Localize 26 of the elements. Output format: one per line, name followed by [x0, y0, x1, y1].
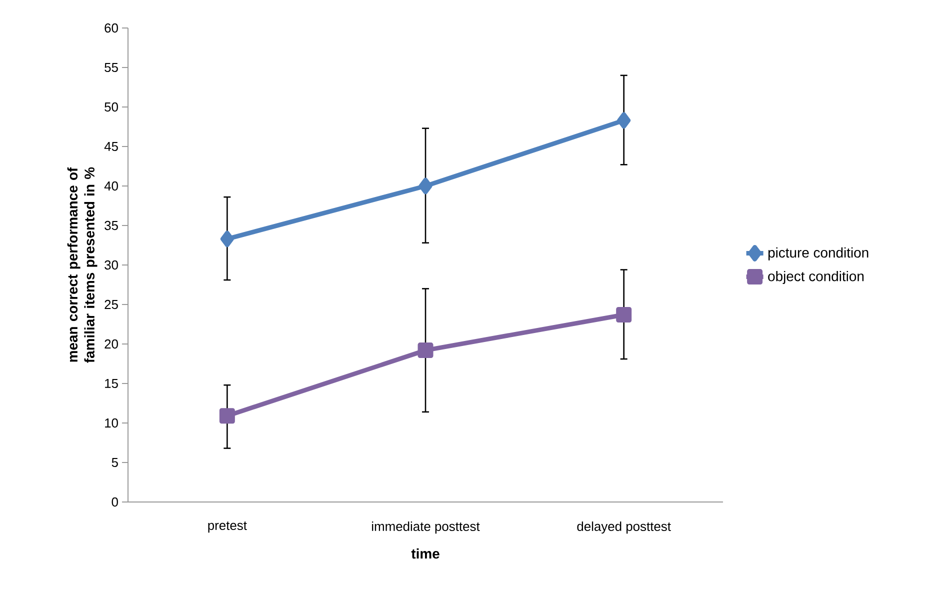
x-tick-label: delayed posttest: [577, 522, 671, 534]
legend-label: object condition: [768, 270, 864, 284]
y-tick-label: 55: [104, 62, 118, 72]
y-tick-label: 45: [104, 142, 118, 152]
x-axis-title: time: [411, 548, 440, 559]
point: [418, 342, 434, 358]
y-tick-label: 25: [104, 300, 118, 310]
y-tick-label: 20: [104, 339, 118, 349]
point: [219, 408, 235, 424]
point: [220, 230, 234, 248]
y-tick-label: 50: [104, 102, 118, 112]
y-tick-label: 40: [104, 181, 118, 191]
point: [616, 307, 632, 323]
point: [617, 112, 631, 129]
y-tick-label: 30: [104, 260, 118, 270]
y-tick-label: 15: [105, 378, 118, 388]
y-tick-label: 60: [104, 23, 118, 33]
y-tick-label: 10: [105, 418, 118, 428]
y-axis-title: mean correct performance of familiar items presented in %: [67, 167, 98, 363]
y-tick-label: 5: [112, 458, 118, 467]
y-tick-label: 0: [112, 497, 118, 507]
legend-label: picture condition: [768, 247, 868, 260]
point: [418, 178, 432, 194]
y-tick-label: 35: [104, 220, 118, 230]
x-tick-label: immediate posttest: [372, 522, 480, 534]
x-tick-label: pretest: [208, 522, 247, 533]
